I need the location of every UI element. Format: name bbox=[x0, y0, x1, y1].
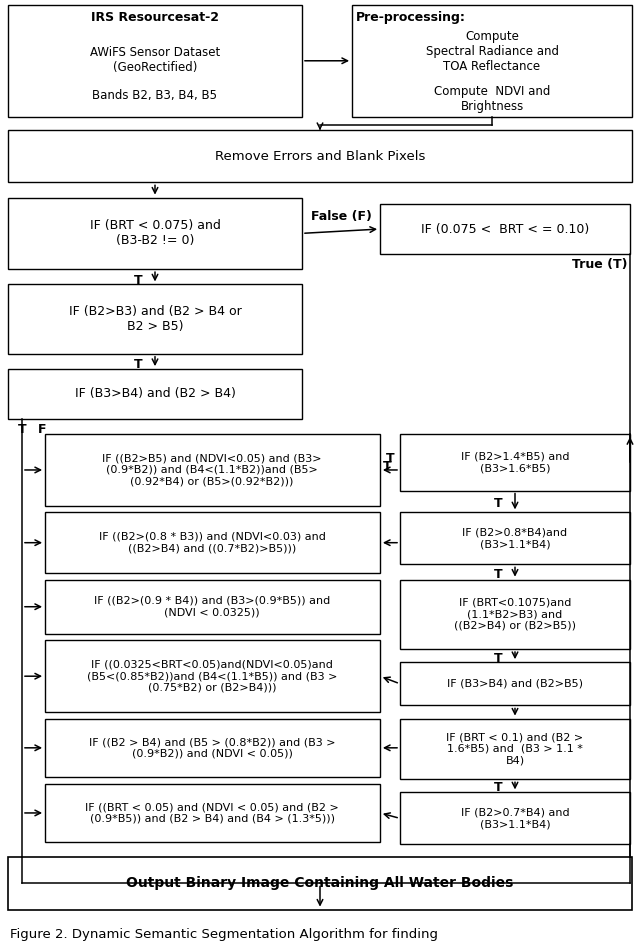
Text: IF (BRT < 0.1) and (B2 >
1.6*B5) and  (B3 > 1.1 *
B4): IF (BRT < 0.1) and (B2 > 1.6*B5) and (B3… bbox=[447, 732, 584, 766]
Text: IRS Resourcesat-2: IRS Resourcesat-2 bbox=[91, 11, 219, 24]
Text: IF ((B2>B5) and (NDVI<0.05) and (B3>
(0.9*B2)) and (B4<(1.1*B2))and (B5>
(0.92*B: IF ((B2>B5) and (NDVI<0.05) and (B3> (0.… bbox=[102, 454, 322, 486]
Text: IF (B2>B3) and (B2 > B4 or
B2 > B5): IF (B2>B3) and (B2 > B4 or B2 > B5) bbox=[68, 305, 241, 333]
Text: Compute
Spectral Radiance and
TOA Reflectance: Compute Spectral Radiance and TOA Reflec… bbox=[426, 30, 559, 73]
Text: Pre-processing:: Pre-processing: bbox=[356, 11, 466, 24]
Bar bbox=[352, 6, 632, 118]
Text: IF ((B2>(0.9 * B4)) and (B3>(0.9*B5)) and
(NDVI < 0.0325)): IF ((B2>(0.9 * B4)) and (B3>(0.9*B5)) an… bbox=[94, 596, 330, 617]
Bar bbox=[45, 719, 380, 777]
Bar bbox=[400, 434, 630, 490]
Text: IF (0.075 <  BRT < = 0.10): IF (0.075 < BRT < = 0.10) bbox=[421, 222, 589, 235]
Text: T: T bbox=[134, 274, 143, 286]
Text: T: T bbox=[494, 652, 503, 665]
Text: T: T bbox=[18, 423, 26, 437]
Bar bbox=[45, 512, 380, 573]
Text: AWiFS Sensor Dataset
(GeoRectified): AWiFS Sensor Dataset (GeoRectified) bbox=[90, 45, 220, 73]
Text: Output Binary Image Containing All Water Bodies: Output Binary Image Containing All Water… bbox=[126, 876, 514, 890]
Text: T: T bbox=[134, 359, 143, 371]
Bar bbox=[400, 512, 630, 565]
Bar bbox=[8, 369, 302, 419]
Bar bbox=[400, 580, 630, 649]
Text: T: T bbox=[494, 567, 503, 581]
Text: IF ((0.0325<BRT<0.05)and(NDVI<0.05)and
(B5<(0.85*B2))and (B4<(1.1*B5)) and (B3 >: IF ((0.0325<BRT<0.05)and(NDVI<0.05)and (… bbox=[87, 660, 337, 693]
Text: IF (B2>0.8*B4)and
(B3>1.1*B4): IF (B2>0.8*B4)and (B3>1.1*B4) bbox=[463, 528, 568, 550]
Bar bbox=[8, 284, 302, 354]
Bar bbox=[8, 198, 302, 269]
Bar bbox=[380, 204, 630, 254]
Bar bbox=[45, 434, 380, 505]
Bar bbox=[400, 662, 630, 706]
Bar bbox=[8, 6, 302, 118]
Text: IF (B2>1.4*B5) and
(B3>1.6*B5): IF (B2>1.4*B5) and (B3>1.6*B5) bbox=[461, 452, 569, 473]
Bar bbox=[400, 719, 630, 779]
Text: IF (BRT<0.1075)and
(1.1*B2>B3) and
((B2>B4) or (B2>B5)): IF (BRT<0.1075)and (1.1*B2>B3) and ((B2>… bbox=[454, 598, 576, 630]
Text: IF (B3>B4) and (B2>B5): IF (B3>B4) and (B2>B5) bbox=[447, 678, 583, 689]
Text: IF ((B2 > B4) and (B5 > (0.8*B2)) and (B3 >
(0.9*B2)) and (NDVI < 0.05)): IF ((B2 > B4) and (B5 > (0.8*B2)) and (B… bbox=[89, 737, 335, 758]
Text: IF (B2>0.7*B4) and
(B3>1.1*B4): IF (B2>0.7*B4) and (B3>1.1*B4) bbox=[461, 807, 570, 829]
Bar bbox=[400, 792, 630, 844]
Text: Figure 2. Dynamic Semantic Segmentation Algorithm for finding: Figure 2. Dynamic Semantic Segmentation … bbox=[10, 928, 438, 941]
Text: T: T bbox=[386, 452, 394, 465]
Text: IF (B3>B4) and (B2 > B4): IF (B3>B4) and (B2 > B4) bbox=[75, 388, 236, 401]
Text: T: T bbox=[494, 781, 503, 794]
Text: IF ((B2>(0.8 * B3)) and (NDVI<0.03) and
((B2>B4) and ((0.7*B2)>B5))): IF ((B2>(0.8 * B3)) and (NDVI<0.03) and … bbox=[99, 532, 325, 553]
Text: IF ((BRT < 0.05) and (NDVI < 0.05) and (B2 >
(0.9*B5)) and (B2 > B4) and (B4 > (: IF ((BRT < 0.05) and (NDVI < 0.05) and (… bbox=[85, 802, 339, 823]
Text: True (T): True (T) bbox=[573, 259, 628, 271]
Bar bbox=[45, 641, 380, 712]
Bar bbox=[45, 784, 380, 842]
Text: F: F bbox=[38, 423, 46, 437]
Text: T: T bbox=[383, 460, 392, 473]
Bar bbox=[8, 130, 632, 183]
Text: False (F): False (F) bbox=[310, 210, 371, 222]
Text: Remove Errors and Blank Pixels: Remove Errors and Blank Pixels bbox=[215, 150, 425, 163]
Text: IF (BRT < 0.075) and
(B3-B2 != 0): IF (BRT < 0.075) and (B3-B2 != 0) bbox=[90, 219, 220, 247]
Text: Compute  NDVI and
Brightness: Compute NDVI and Brightness bbox=[434, 85, 550, 113]
Text: Bands B2, B3, B4, B5: Bands B2, B3, B4, B5 bbox=[93, 89, 218, 102]
Bar bbox=[45, 580, 380, 634]
Bar bbox=[8, 857, 632, 910]
Text: T: T bbox=[494, 497, 503, 510]
